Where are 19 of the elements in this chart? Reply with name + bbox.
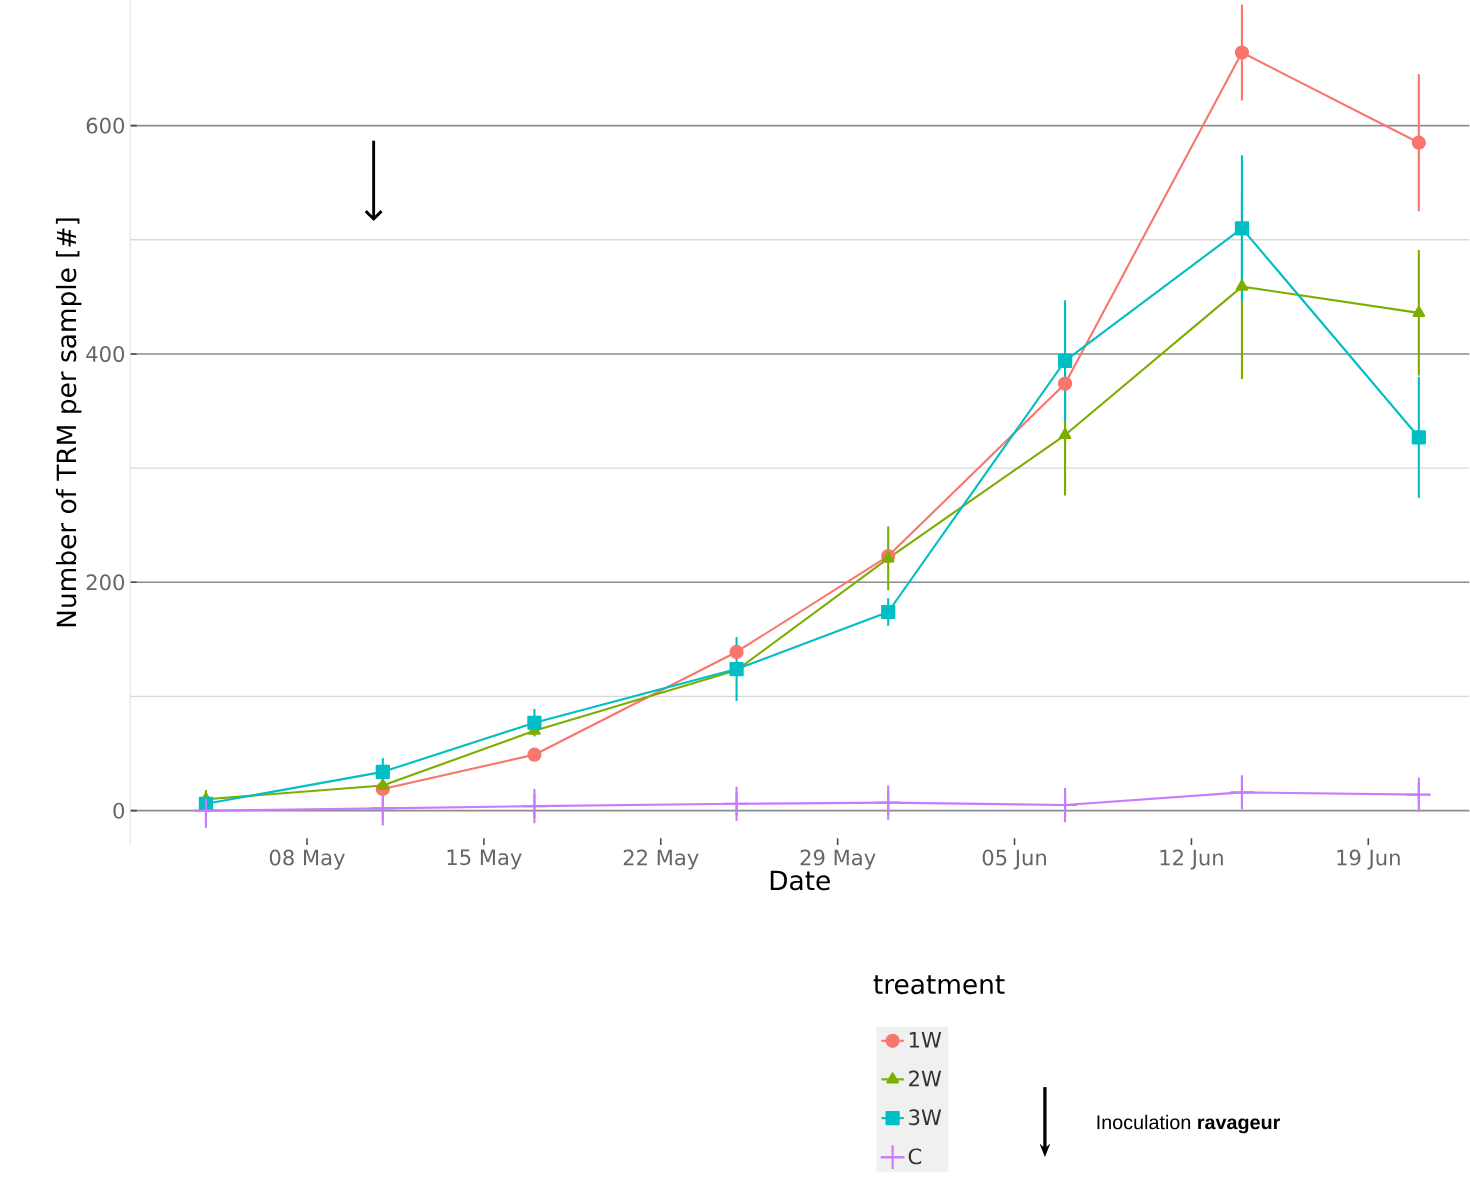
legend-label: 3W	[909, 1109, 942, 1126]
x-tick-label: 29 May	[800, 849, 876, 870]
legend-label: C	[908, 1148, 922, 1165]
y-tick-label: 600	[86, 117, 125, 134]
x-tick-label: 15 May	[447, 849, 522, 870]
x-tick-label: 19 Jun	[1337, 849, 1400, 870]
x-tick-label: 05 Jun	[982, 849, 1046, 870]
legend-label: 2W	[909, 1070, 942, 1087]
y-tick-label: 400	[86, 345, 125, 362]
x-tick-label: 12 Jun	[1160, 849, 1223, 870]
legend-title: treatment	[873, 975, 1005, 994]
y-tick-label: 200	[86, 574, 125, 591]
legend-label: 1W	[909, 1031, 942, 1048]
x-axis-title: Date	[770, 870, 830, 891]
text: Inoculation ravageur	[1097, 1114, 1281, 1134]
y-axis-title: Number of TRM per sample [#]	[55, 218, 82, 627]
x-tick-label: 22 May	[623, 849, 699, 870]
y-tick-label: 0	[113, 802, 125, 819]
x-tick-label: 08 May	[269, 849, 345, 870]
